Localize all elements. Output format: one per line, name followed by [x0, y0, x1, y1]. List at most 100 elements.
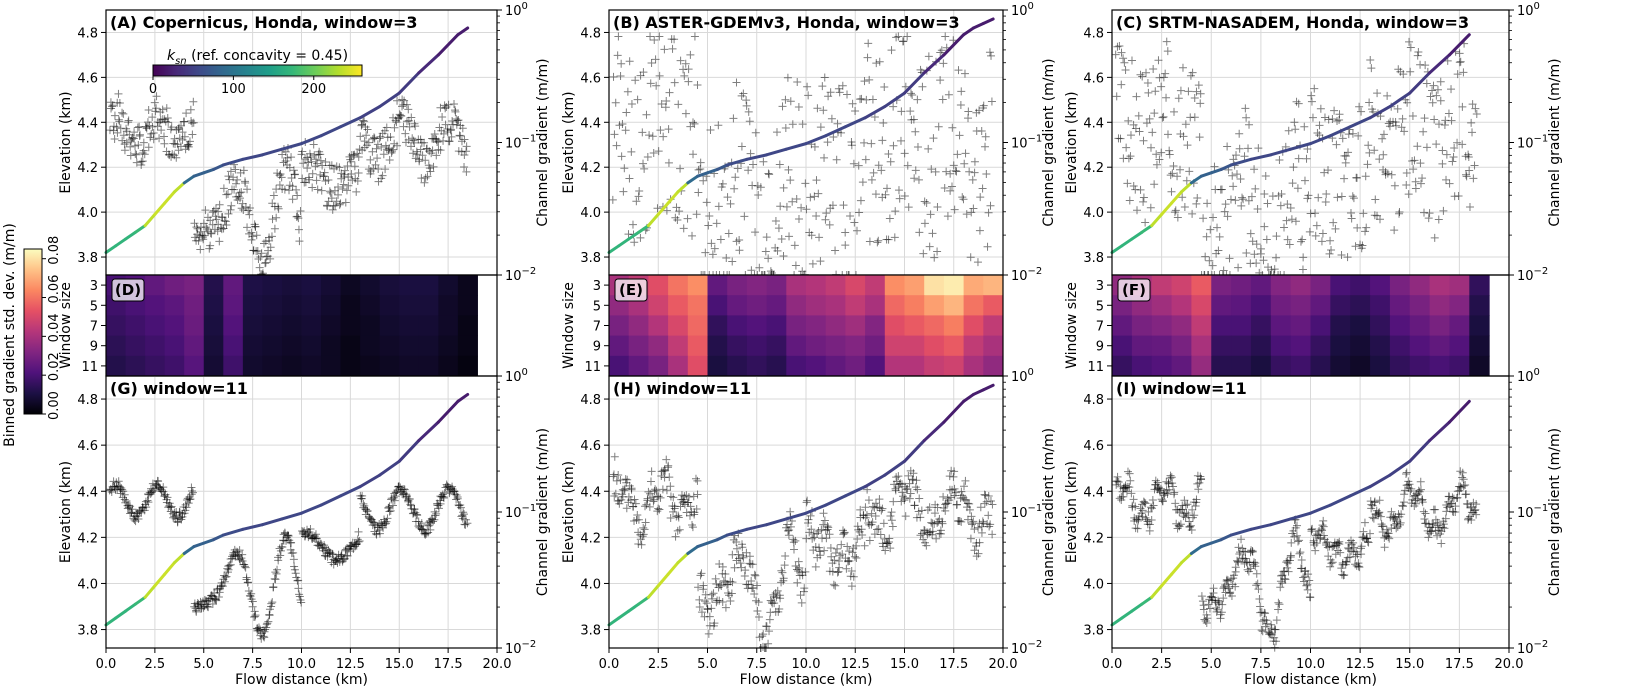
heatmap-cell	[1191, 315, 1212, 337]
gradient-point	[759, 630, 768, 639]
gradient-point	[1280, 574, 1289, 583]
heatmap-cell	[321, 355, 342, 377]
gradient-point	[899, 492, 908, 501]
gradient-point	[920, 219, 929, 228]
heatmap-cell	[609, 335, 630, 357]
gradient-point	[645, 502, 654, 511]
profile-segment	[922, 53, 946, 75]
gradient-point	[714, 121, 723, 130]
gradient-point	[1333, 117, 1342, 126]
heatmap-label-box	[111, 278, 145, 302]
gradient-point	[1248, 547, 1257, 556]
gradient-point	[381, 519, 390, 528]
gradient-point	[1144, 507, 1153, 516]
gradient-point	[857, 94, 866, 103]
gradient-point	[712, 219, 721, 228]
gradient-point	[852, 541, 861, 550]
heatmap-cell	[1449, 275, 1470, 296]
heatmap-cell	[457, 335, 478, 357]
ksn-colorbar-label: ksn (ref. concavity = 0.45)	[167, 48, 348, 67]
gradient-point	[1219, 266, 1228, 275]
gradient-point	[1185, 522, 1194, 531]
gradient-point	[1447, 85, 1456, 94]
gradient-point	[868, 518, 877, 527]
gradient-point	[225, 175, 234, 184]
heatmap-cell	[301, 355, 322, 377]
gradient-point	[1375, 496, 1384, 505]
gradient-point	[877, 166, 886, 175]
gradient-point	[959, 195, 968, 204]
gradient-point	[1258, 627, 1267, 636]
gradient-point	[864, 496, 873, 505]
heatmap-cell	[1151, 335, 1173, 357]
gradient-point	[444, 100, 453, 109]
heatmap-cell	[223, 275, 244, 296]
gradient-point	[1308, 113, 1317, 122]
gradient-point	[1272, 253, 1281, 262]
gradient-point	[265, 236, 274, 245]
gradient-point	[1406, 487, 1415, 496]
gradient-point	[833, 119, 842, 128]
heatmap-cell	[845, 315, 866, 337]
gradient-point	[1405, 37, 1414, 46]
gradient-point	[385, 502, 394, 511]
profile-segment	[417, 53, 440, 75]
profile-segment	[114, 609, 128, 620]
profile-segment	[922, 420, 946, 443]
gradient-point	[215, 237, 224, 246]
heatmap-cell	[687, 275, 708, 296]
gradient-point	[1459, 481, 1468, 490]
gradient-point	[160, 139, 169, 148]
gradient-point	[957, 87, 966, 96]
gradient-point	[655, 71, 664, 80]
gradient-point	[829, 580, 838, 589]
gradient-point	[824, 523, 833, 532]
gradient-point	[945, 472, 954, 481]
gradient-point	[352, 187, 361, 196]
gradient-point	[655, 32, 664, 41]
gradient-point	[693, 81, 702, 90]
gradient-point	[871, 190, 880, 199]
profile-segment	[1428, 53, 1451, 75]
heatmap-cell	[1112, 355, 1133, 377]
gradient-point	[1203, 199, 1212, 208]
gradient-point	[705, 211, 714, 220]
gradient-point	[953, 150, 962, 159]
gradient-point	[1165, 146, 1174, 155]
gradient-point	[1353, 223, 1362, 232]
gradient-point	[1159, 112, 1168, 121]
gradient-point	[1331, 224, 1340, 233]
gradient-point	[730, 563, 739, 572]
heatmap-cell	[648, 315, 669, 337]
heatmap-cell	[379, 275, 400, 296]
gradient-point	[1391, 121, 1400, 130]
gradient-point	[386, 506, 395, 515]
gradient-point	[732, 538, 741, 547]
heatmap-cell	[786, 295, 807, 316]
window-tick-label: 5	[90, 299, 98, 314]
gradient-point	[668, 44, 677, 53]
gradient-point	[1215, 600, 1224, 609]
profile-segment	[725, 157, 749, 167]
heatmap-cell	[1389, 275, 1411, 296]
gradient-point	[779, 574, 788, 583]
gradient-point	[262, 623, 271, 632]
heatmap-cell	[963, 335, 984, 357]
gradient-point	[1239, 195, 1248, 204]
gradient-point	[1286, 204, 1295, 213]
gradient-point	[425, 147, 434, 156]
gradient-point	[623, 475, 632, 484]
heatmap-cell	[1449, 335, 1470, 357]
gradient-point	[1421, 509, 1430, 518]
gradient-point	[751, 571, 760, 580]
gradient-point	[290, 170, 299, 179]
gradient-point	[1252, 569, 1261, 578]
heatmap-cell	[360, 295, 381, 316]
gradient-point	[980, 499, 989, 508]
gradient-point	[400, 485, 409, 494]
gradient-point	[126, 142, 135, 151]
gradient-point	[862, 511, 871, 520]
gradient-point	[1155, 486, 1164, 495]
gradient-point	[1336, 548, 1345, 557]
gradient-point	[1351, 552, 1360, 561]
